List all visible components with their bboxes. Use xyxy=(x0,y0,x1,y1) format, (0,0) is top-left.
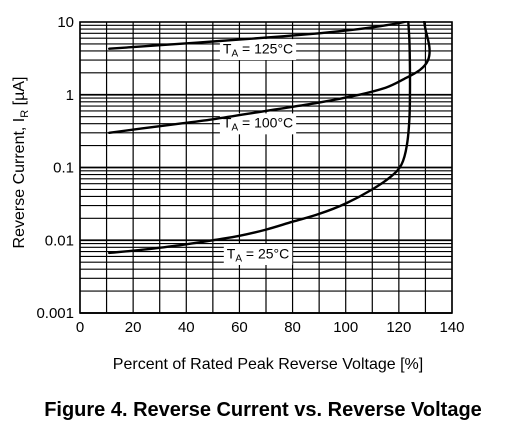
x-axis-label: Percent of Rated Peak Reverse Voltage [%… xyxy=(113,356,423,373)
y-axis-label-subscript: R xyxy=(19,110,31,118)
annotation-background xyxy=(223,244,293,265)
annotation-backgrounds xyxy=(219,39,297,265)
annotation-background xyxy=(219,39,297,61)
x-tick-label: 20 xyxy=(125,319,142,336)
annotation-main: T xyxy=(223,114,232,130)
series-lines xyxy=(108,21,431,255)
annotation-label-2: TA = 100°C xyxy=(223,114,293,133)
x-tick-label: 60 xyxy=(231,319,248,336)
series-line-3 xyxy=(108,21,412,255)
series-line-2 xyxy=(108,21,431,134)
y-axis-label: Reverse Current, IR [µA] xyxy=(11,77,31,249)
y-tick-label: 0.001 xyxy=(36,305,74,322)
annotation-temperature: = 25°C xyxy=(242,245,289,261)
annotation-temperature: = 125°C xyxy=(238,40,293,56)
grid-lines xyxy=(79,22,453,314)
y-axis-label-unit: [µA] xyxy=(11,77,28,110)
reverse-current-chart: TA = 125°CTA = 100°CTA = 25°C 0 20 40 60 80 1… xyxy=(11,14,465,373)
y-tick-label: 0.1 xyxy=(53,160,74,177)
y-tick-label: 0.01 xyxy=(45,232,74,249)
x-tick-label: 40 xyxy=(178,319,195,336)
annotation-label-3: TA = 25°C xyxy=(227,245,289,264)
x-tick-label: 0 xyxy=(76,319,84,336)
annotations: TA = 125°CTA = 100°CTA = 25°C xyxy=(223,40,293,264)
y-tick-labels: 0.001 0.01 0.1 1 10 xyxy=(36,14,74,322)
annotation-label-1: TA = 125°C xyxy=(223,40,293,59)
annotation-background xyxy=(219,113,297,135)
x-tick-label: 120 xyxy=(386,319,411,336)
x-tick-labels: 0 20 40 60 80 100 120 140 xyxy=(76,319,465,336)
annotation-temperature: = 100°C xyxy=(238,114,293,130)
x-tick-label: 80 xyxy=(284,319,301,336)
y-tick-label: 10 xyxy=(57,14,74,31)
annotation-subscript: A xyxy=(231,122,238,133)
series-line-1 xyxy=(108,21,408,50)
y-axis-label-main: Reverse Current, I xyxy=(11,118,28,249)
annotation-main: T xyxy=(223,40,232,56)
annotation-subscript: A xyxy=(235,253,242,264)
figure-title: Figure 4. Reverse Current vs. Reverse Vo… xyxy=(44,399,482,421)
annotation-subscript: A xyxy=(231,48,238,59)
x-tick-label: 140 xyxy=(439,319,464,336)
x-tick-label: 100 xyxy=(333,319,358,336)
y-tick-label: 1 xyxy=(66,87,74,104)
annotation-main: T xyxy=(227,245,236,261)
plot-frame xyxy=(79,21,453,314)
